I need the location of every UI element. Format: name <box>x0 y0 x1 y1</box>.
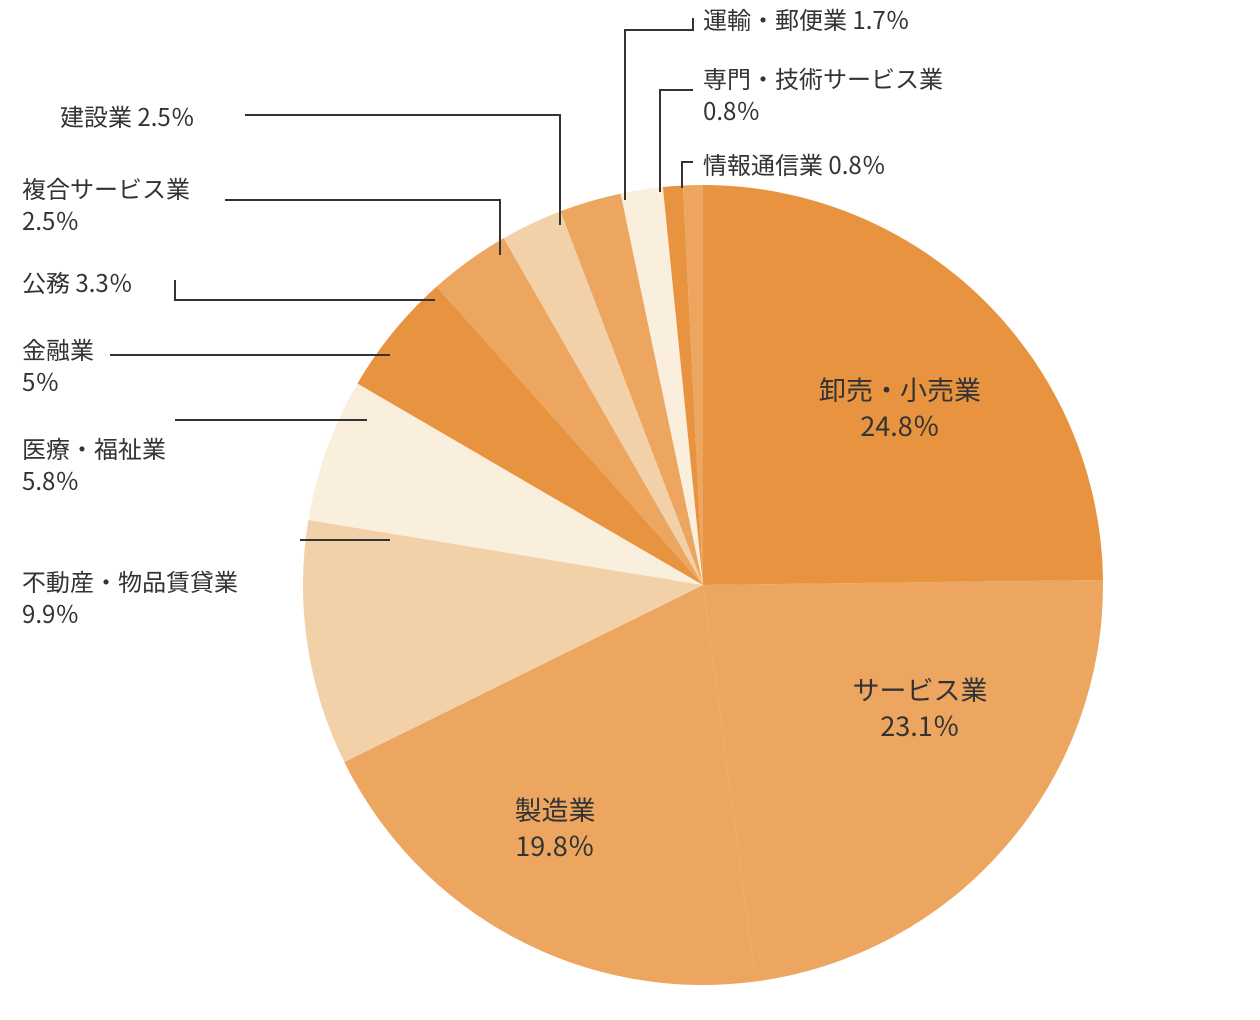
slice-label-external: 専門・技術サービス業 0.8％ <box>703 62 943 127</box>
slice-label-external: 金融業 5％ <box>22 333 94 398</box>
slice-label-external: 不動産・物品賃貸業 9.9％ <box>22 565 238 630</box>
leader-line <box>245 115 560 225</box>
leader-line <box>682 162 693 188</box>
pie-chart: 卸売・小売業24.8％サービス業23.1％製造業19.8％ 不動産・物品賃貸業 … <box>0 0 1260 1020</box>
pie-slice <box>703 580 1103 982</box>
slice-label-external: 複合サービス業 2.5％ <box>22 172 190 237</box>
slice-label-external: 運輸・郵便業 1.7％ <box>703 3 910 35</box>
pie-svg: 卸売・小売業24.8％サービス業23.1％製造業19.8％ <box>0 0 1260 1020</box>
leader-line <box>225 200 500 255</box>
slice-label-external: 医療・福祉業 5.8％ <box>22 432 166 497</box>
slice-label-external: 建設業 2.5％ <box>60 100 195 132</box>
leader-line <box>175 280 435 300</box>
slice-label-external: 公務 3.3％ <box>22 266 133 298</box>
leader-line <box>660 90 693 192</box>
slice-label-external: 情報通信業 0.8％ <box>703 148 886 180</box>
slice-label-internal: 製造業19.8％ <box>515 789 596 864</box>
